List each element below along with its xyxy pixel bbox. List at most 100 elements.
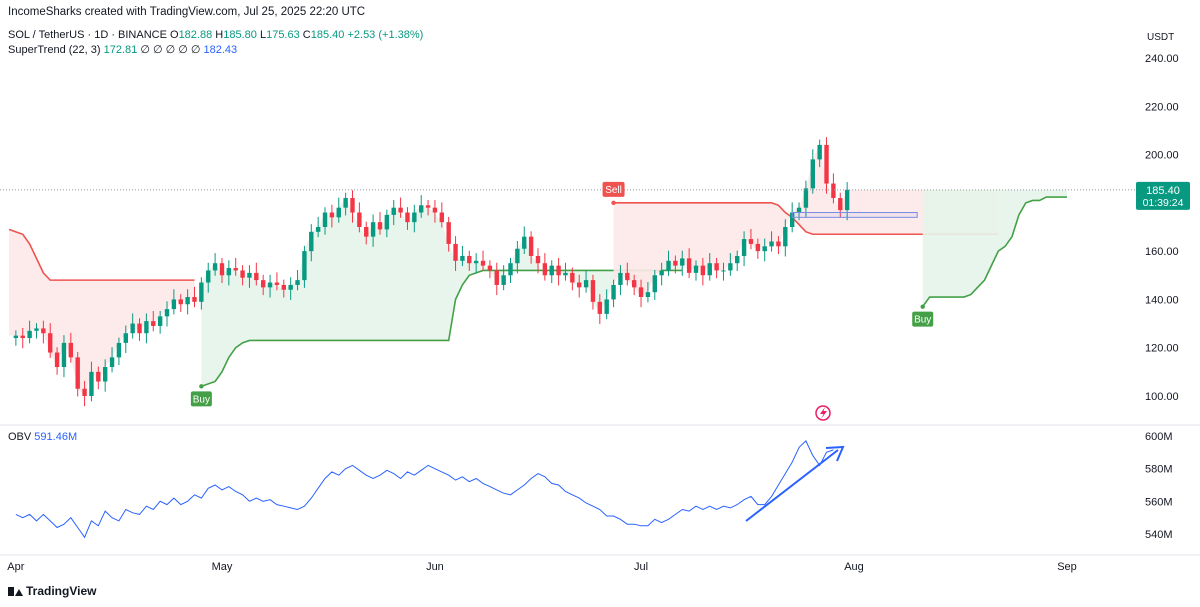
candle-body (535, 255, 541, 264)
candle (54, 347, 60, 375)
signal-label-box (602, 181, 625, 197)
candle-body (549, 265, 554, 276)
candle-body (501, 275, 506, 285)
candle (597, 294, 603, 325)
candle-body (776, 241, 781, 247)
candle (762, 238, 767, 262)
candle-body (570, 272, 575, 283)
candle-body (398, 207, 403, 213)
signal-dot (920, 304, 925, 309)
candle (412, 204, 417, 233)
candle-body (89, 371, 94, 396)
trend-arrow-line (745, 449, 839, 522)
candle-body (109, 357, 115, 368)
supertrend-empty-values: ∅ ∅ ∅ ∅ ∅ (140, 44, 201, 56)
supertrend-value-2: 182.43 (203, 44, 238, 56)
time-tick-label: Aug (844, 561, 864, 573)
candle-body (233, 268, 238, 271)
candle (549, 260, 554, 284)
candle-body (370, 222, 376, 237)
candle (185, 289, 190, 315)
candle-body (680, 258, 685, 266)
candle (247, 265, 252, 288)
candle-body (714, 263, 719, 271)
candle (590, 274, 596, 310)
candle-body (590, 280, 596, 302)
candle (89, 361, 94, 402)
candle-body (735, 255, 740, 264)
candle (542, 253, 548, 281)
candle (570, 267, 575, 291)
candle (370, 214, 376, 247)
candle (61, 335, 67, 378)
tradingview-brand: TradingView (26, 584, 97, 598)
candle (755, 238, 761, 259)
candle-body (357, 212, 362, 227)
candle (233, 257, 238, 276)
obv-tick-label: 600M (1145, 431, 1173, 443)
candle-body (336, 207, 341, 218)
price-tick-label: 240.00 (1145, 53, 1179, 65)
candle-body (425, 205, 431, 208)
candle (336, 197, 341, 223)
candle (398, 197, 403, 218)
candle (535, 248, 541, 274)
price-tick-label: 140.00 (1145, 294, 1179, 306)
candle-body (460, 255, 465, 261)
candle (199, 277, 204, 310)
tradingview-logo: TradingView (8, 584, 96, 598)
candle-body (652, 275, 657, 293)
candle-body (41, 328, 46, 334)
candle (659, 262, 664, 286)
candle-body (185, 297, 190, 305)
candle (508, 257, 513, 284)
time-tick-label: Sep (1057, 561, 1077, 573)
candle-body (384, 214, 390, 230)
candle-body (563, 272, 568, 276)
candle (391, 199, 396, 226)
candle (364, 221, 369, 245)
candle-body (494, 270, 499, 285)
candle-body (625, 272, 630, 281)
candle (631, 274, 637, 296)
candle (102, 359, 108, 392)
candle-body (391, 207, 396, 215)
candle (34, 323, 39, 339)
candle (604, 289, 609, 320)
candle-body (137, 323, 142, 334)
candle (439, 202, 445, 228)
candle-body (618, 272, 623, 285)
candle (693, 260, 699, 281)
candle-body (611, 284, 616, 300)
candle (769, 231, 774, 252)
candle-body (13, 335, 19, 339)
candle (82, 381, 87, 407)
candle (329, 204, 335, 228)
supertrend-line (8, 228, 195, 281)
candle-body (597, 301, 603, 314)
chart-credit: IncomeSharks created with TradingView.co… (8, 6, 366, 18)
candle (728, 253, 733, 276)
candle (618, 265, 623, 296)
candle (611, 279, 616, 308)
support-zone-rect (791, 212, 918, 218)
candle-body (151, 321, 156, 326)
candle (384, 209, 390, 238)
candle (700, 257, 706, 286)
close-value: 185.40 (310, 29, 345, 41)
candle-body (741, 239, 747, 256)
candle-body (199, 282, 204, 302)
obv-legend: OBV 591.46M (8, 431, 77, 443)
signal-label-text: Buy (193, 394, 210, 405)
bar-countdown-label: 01:39:24 (1143, 197, 1184, 209)
candle (735, 250, 740, 271)
candle (164, 301, 170, 327)
candle-body (783, 227, 788, 247)
price-tick-label: 120.00 (1145, 343, 1179, 355)
candle-body (123, 333, 128, 343)
obv-tick-label: 580M (1145, 464, 1173, 476)
signal-label-box (912, 311, 934, 327)
candle (315, 216, 321, 238)
candle-body (27, 330, 32, 339)
